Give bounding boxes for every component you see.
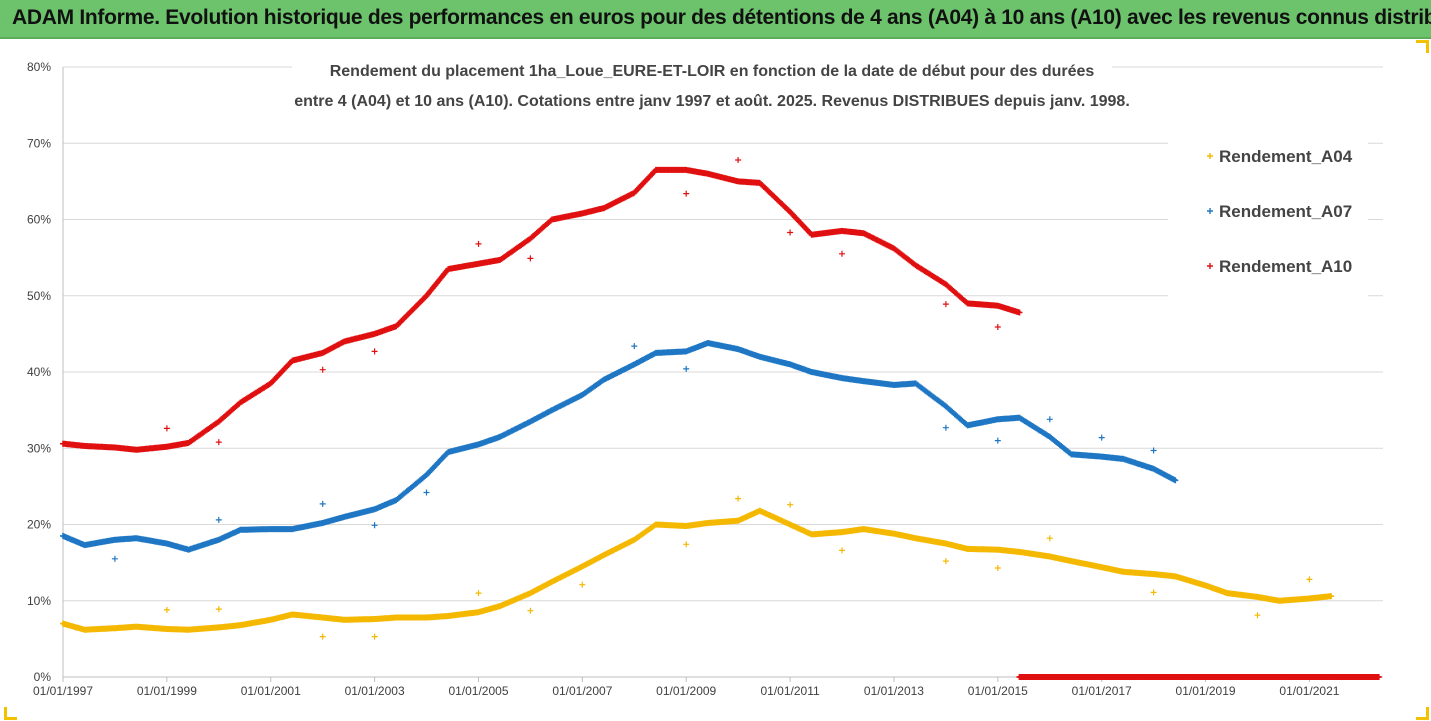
x-tick-label: 01/01/1999 [137, 684, 197, 698]
data-point [1172, 477, 1179, 484]
y-axis: 0% 10% 20% 30% 40% 50% 60% 70% 80% [27, 60, 64, 684]
legend-background [1168, 126, 1368, 298]
chart-title-line-1: Rendement du placement 1ha_Loue_EURE-ET-… [330, 63, 1095, 80]
x-tick-label: 01/01/2021 [1279, 684, 1339, 698]
outlier-point [423, 489, 430, 496]
x-tick-label: 01/01/2015 [968, 684, 1028, 698]
x-tick-label: 01/01/2019 [1176, 684, 1236, 698]
y-tick-label: 80% [27, 60, 51, 74]
outlier-point [215, 516, 222, 523]
outlier-point [839, 547, 845, 554]
outlier-point [994, 565, 1001, 571]
series-Rendement_A10 [60, 157, 1382, 680]
outlier-point [683, 365, 690, 372]
y-tick-label: 50% [27, 289, 51, 303]
zero-point [1375, 674, 1382, 680]
outlier-point [371, 633, 378, 640]
outlier-point [111, 555, 118, 562]
x-tick-label: 01/01/1997 [33, 684, 93, 698]
outlier-point [1254, 612, 1261, 619]
outlier-point [163, 606, 170, 613]
report-banner: ADAM Informe. Evolution historique des p… [0, 0, 1431, 39]
plot-area [60, 157, 1382, 680]
series-Rendement_A04 [60, 495, 1335, 640]
outlier-point [683, 190, 690, 197]
outlier-point [319, 633, 326, 640]
data-point [1328, 593, 1335, 600]
outlier-point [942, 301, 949, 308]
outlier-point [215, 439, 222, 446]
legend-marker [1207, 263, 1213, 269]
banner-title: ADAM Informe. Evolution historique des p… [12, 6, 1431, 29]
y-tick-label: 20% [27, 518, 51, 532]
outlier-point [683, 541, 690, 548]
legend-marker [1207, 208, 1213, 214]
y-tick-label: 40% [27, 365, 51, 379]
y-tick-label: 10% [27, 594, 51, 608]
outlier-point [994, 437, 1001, 444]
x-tick-label: 01/01/2017 [1072, 684, 1132, 698]
x-tick-label: 01/01/2013 [864, 684, 924, 698]
outlier-point [319, 500, 326, 507]
outlier-point [527, 255, 534, 262]
y-tick-label: 60% [27, 213, 51, 227]
outlier-point [735, 495, 742, 502]
legend-label: Rendement_A10 [1219, 257, 1352, 276]
chart-title-background [292, 52, 1112, 114]
outlier-point [163, 425, 170, 432]
outlier-point [1306, 576, 1313, 583]
outlier-point [787, 229, 794, 236]
outlier-point [579, 581, 586, 588]
outlier-point [787, 501, 794, 508]
x-tick-label: 01/01/2011 [760, 684, 819, 698]
y-tick-label: 30% [27, 441, 51, 455]
y-tick-label: 0% [34, 670, 52, 684]
outlier-point [1150, 447, 1157, 454]
corner-mark-bottom-right [1416, 707, 1429, 720]
x-tick-label: 01/01/2007 [552, 684, 612, 698]
outlier-point [631, 343, 638, 350]
data-point [1016, 309, 1023, 316]
x-tick-label: 01/01/2005 [448, 684, 508, 698]
outlier-point [839, 250, 845, 257]
legend-marker [1207, 153, 1213, 159]
outlier-point [371, 522, 378, 529]
corner-mark-bottom-left [4, 707, 17, 720]
outlier-point [1098, 434, 1105, 441]
x-axis: 01/01/1997 01/01/1999 01/01/2001 01/01/2003… [33, 676, 1383, 698]
outlier-point [475, 240, 482, 247]
outlier-point [1046, 535, 1053, 542]
legend-label: Rendement_A04 [1219, 147, 1353, 166]
outlier-point [527, 607, 534, 614]
outlier-point [475, 590, 482, 597]
outlier-point [1046, 416, 1053, 423]
outlier-point [319, 366, 326, 373]
x-tick-label: 01/01/2001 [241, 684, 301, 698]
outlier-point [735, 157, 742, 163]
outlier-point [1150, 589, 1157, 596]
legend: Rendement_A04 Rendement_A07 Rendement_A10 [1168, 126, 1368, 298]
x-tick-label: 01/01/2003 [345, 684, 405, 698]
series-Rendement_A07 [60, 340, 1179, 562]
outlier-point [994, 324, 1001, 330]
outlier-point [215, 606, 222, 613]
chart-title-line-2: entre 4 (A04) et 10 ans (A10). Cotations… [294, 93, 1130, 110]
corner-mark-top-right [1416, 40, 1429, 53]
outlier-point [942, 558, 949, 565]
legend-label: Rendement_A07 [1219, 202, 1352, 221]
outlier-point [371, 348, 378, 355]
y-tick-label: 70% [27, 136, 51, 150]
outlier-point [942, 424, 949, 431]
x-tick-label: 01/01/2009 [656, 684, 716, 698]
